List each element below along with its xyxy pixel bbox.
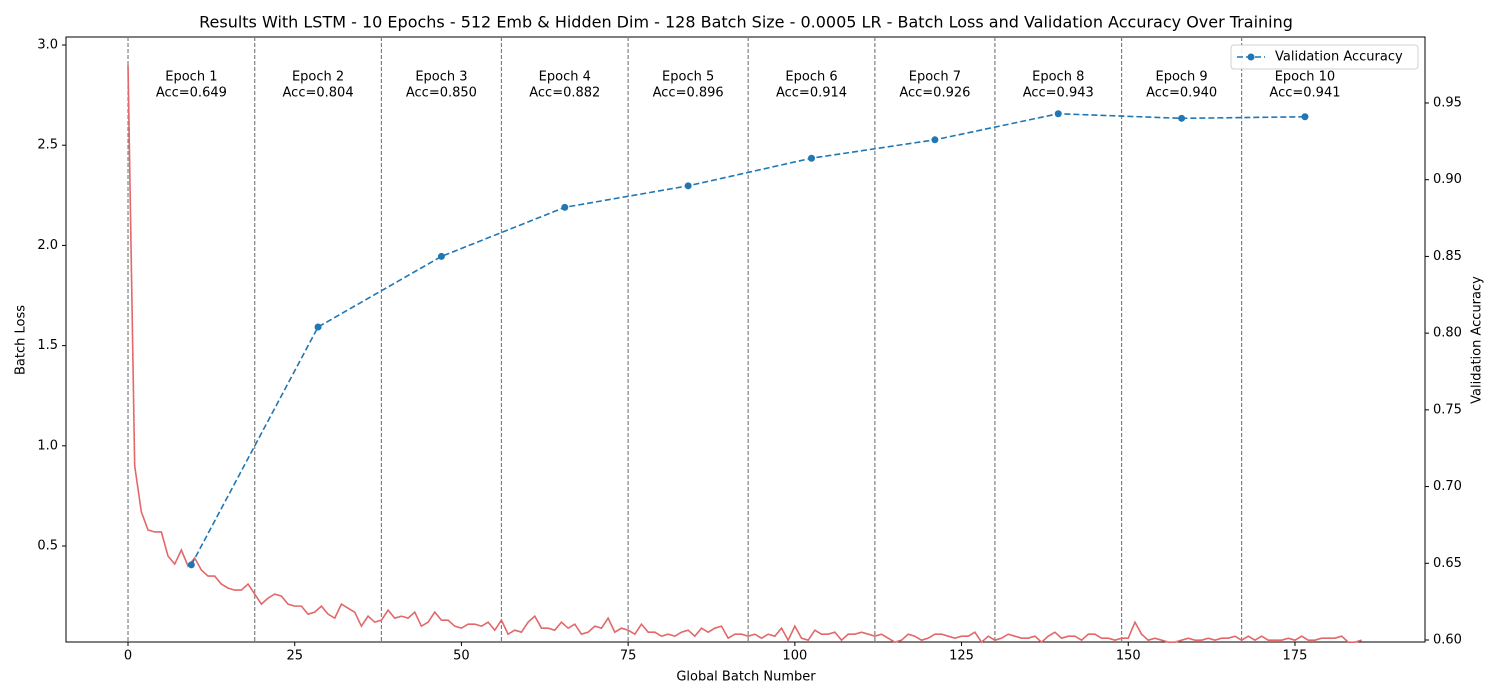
accuracy-point [187, 561, 195, 569]
y2-tick-label: 0.85 [1433, 249, 1462, 264]
y-tick-label: 3.0 [37, 38, 58, 53]
accuracy-point [1178, 114, 1186, 122]
epoch-annotation: Acc=0.896 [653, 86, 724, 101]
accuracy-point [808, 154, 816, 162]
x-tick-label: 100 [782, 649, 807, 664]
epoch-annotation: Epoch 9 [1155, 70, 1207, 85]
accuracy-point [931, 136, 939, 144]
legend-marker [1247, 53, 1255, 61]
y2-tick-label: 0.60 [1433, 633, 1462, 648]
epoch-annotation: Acc=0.914 [776, 86, 847, 101]
chart-title: Results With LSTM - 10 Epochs - 512 Emb … [199, 13, 1293, 32]
x-tick-label: 0 [124, 649, 132, 664]
y-tick-label: 1.0 [37, 438, 58, 453]
accuracy-point [684, 182, 692, 190]
epoch-annotation: Acc=0.804 [283, 86, 354, 101]
plot-frame [65, 36, 1426, 643]
y-tick-label: 0.5 [37, 539, 58, 554]
accuracy-point [314, 323, 322, 331]
y2-tick-label: 0.90 [1433, 172, 1462, 187]
legend-box [1230, 44, 1419, 70]
y-axis-label: Batch Loss [14, 305, 29, 375]
y-tick-label: 2.0 [37, 238, 58, 253]
y-tick-label: 1.5 [37, 338, 58, 353]
epoch-annotation: Epoch 6 [785, 70, 837, 85]
epoch-annotation: Acc=0.649 [156, 86, 227, 101]
x-tick-label: 125 [949, 649, 974, 664]
epoch-annotation: Epoch 7 [909, 70, 961, 85]
accuracy-point [437, 252, 445, 260]
epoch-annotation: Epoch 1 [165, 70, 217, 85]
y2-tick-label: 0.95 [1433, 95, 1462, 110]
x-tick-label: 75 [620, 649, 637, 664]
x-tick-label: 150 [1116, 649, 1141, 664]
y-tick-label: 2.5 [37, 138, 58, 153]
epoch-annotation: Epoch 3 [415, 70, 467, 85]
x-axis-label: Global Batch Number [676, 670, 816, 685]
accuracy-point [1054, 110, 1062, 118]
epoch-annotation: Epoch 10 [1275, 70, 1335, 85]
accuracy-point [561, 203, 569, 211]
accuracy-line [190, 112, 1305, 566]
epoch-annotation: Epoch 8 [1032, 70, 1084, 85]
epoch-annotation: Epoch 2 [292, 70, 344, 85]
epoch-annotation: Acc=0.943 [1023, 86, 1094, 101]
x-tick-label: 25 [286, 649, 303, 664]
y2-axis-label: Validation Accuracy [1470, 276, 1485, 404]
epoch-annotation: Epoch 5 [662, 70, 714, 85]
epoch-annotation: Acc=0.926 [899, 86, 970, 101]
legend-label: Validation Accuracy [1275, 50, 1403, 65]
y2-tick-label: 0.80 [1433, 326, 1462, 341]
x-tick-label: 175 [1283, 649, 1308, 664]
y2-tick-label: 0.70 [1433, 479, 1462, 494]
loss-line [127, 65, 1362, 644]
epoch-annotation: Acc=0.850 [406, 86, 477, 101]
epoch-annotation: Acc=0.941 [1269, 86, 1340, 101]
accuracy-point [1301, 113, 1309, 121]
epoch-annotation: Acc=0.882 [529, 86, 600, 101]
y2-tick-label: 0.75 [1433, 402, 1462, 417]
epoch-annotation: Epoch 4 [539, 70, 591, 85]
x-tick-label: 50 [453, 649, 470, 664]
epoch-annotation: Acc=0.940 [1146, 86, 1217, 101]
y2-tick-label: 0.65 [1433, 556, 1462, 571]
